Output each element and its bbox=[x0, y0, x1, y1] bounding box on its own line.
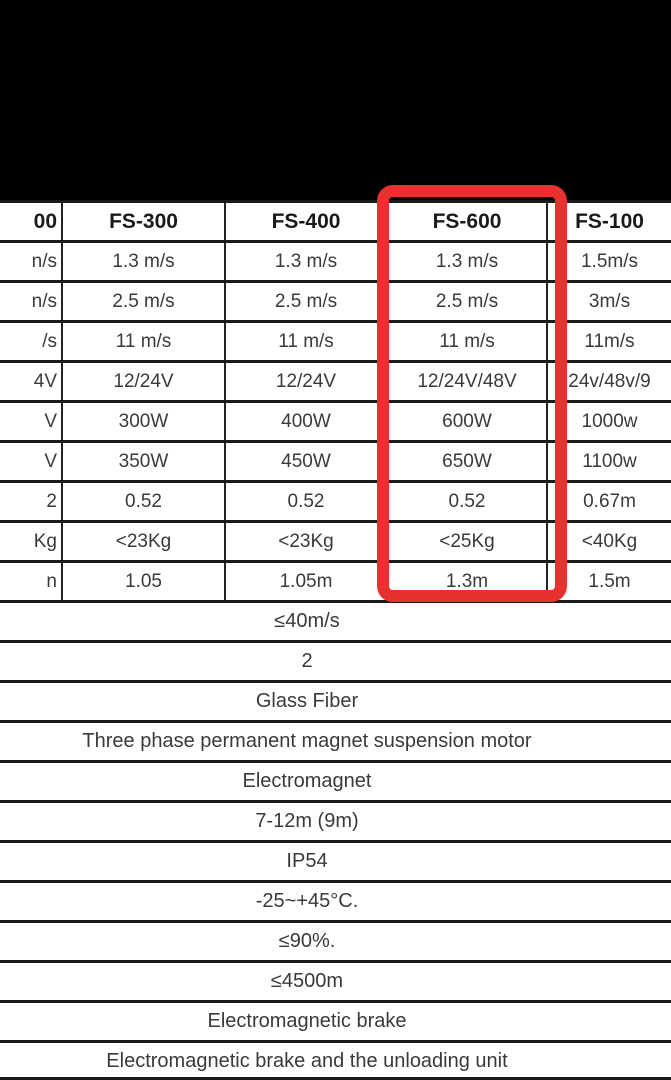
shared-spec-row: -25~+45°C. bbox=[0, 880, 671, 920]
column-header: FS-300 bbox=[63, 203, 226, 240]
shared-spec-row: IP54 bbox=[0, 840, 671, 880]
table-row: 2 0.52 0.52 0.52 0.67m bbox=[0, 480, 671, 520]
table-cell: /s bbox=[0, 323, 63, 360]
column-header: 00 bbox=[0, 203, 63, 240]
column-header: FS-400 bbox=[226, 203, 388, 240]
header-row: 00 FS-300 FS-400 FS-600 FS-100 bbox=[0, 200, 671, 240]
table-cell: 1.3 m/s bbox=[388, 243, 548, 280]
table-cell: 2.5 m/s bbox=[63, 283, 226, 320]
table-cell: 600W bbox=[388, 403, 548, 440]
table-cell: 400W bbox=[226, 403, 388, 440]
shared-spec-row: Glass Fiber bbox=[0, 680, 671, 720]
table-cell: 0.52 bbox=[388, 483, 548, 520]
table-cell: 12/24V/48V bbox=[388, 363, 548, 400]
shared-spec-row: Electromagnet bbox=[0, 760, 671, 800]
table-cell: 1.3m bbox=[388, 563, 548, 600]
table-row: n/s 2.5 m/s 2.5 m/s 2.5 m/s 3m/s bbox=[0, 280, 671, 320]
shared-spec-row: Three phase permanent magnet suspension … bbox=[0, 720, 671, 760]
table-row: /s 11 m/s 11 m/s 11 m/s 11m/s bbox=[0, 320, 671, 360]
table-cell: n/s bbox=[0, 243, 63, 280]
table-cell: 24v/48v/9 bbox=[568, 371, 651, 392]
table-row: Kg <23Kg <23Kg <25Kg <40Kg bbox=[0, 520, 671, 560]
table-cell: 11 m/s bbox=[63, 323, 226, 360]
table-row: 4V 12/24V 12/24V 12/24V/48V 24v/48v/9 bbox=[0, 360, 671, 400]
shared-spec-value: Electromagnetic brake and the unloading … bbox=[106, 1050, 508, 1072]
table-row: n 1.05 1.05m 1.3m 1.5m bbox=[0, 560, 671, 600]
table-cell: V bbox=[0, 403, 63, 440]
table-cell: V bbox=[0, 443, 63, 480]
table-cell: 1000w bbox=[581, 411, 638, 432]
table-row: n/s 1.3 m/s 1.3 m/s 1.3 m/s 1.5m/s bbox=[0, 240, 671, 280]
shared-spec-value: Glass Fiber bbox=[255, 690, 359, 712]
table-cell: 0.67m bbox=[583, 491, 636, 512]
shared-spec-value: ≤4500m bbox=[270, 970, 344, 992]
shared-spec-value: Electromagnet bbox=[242, 770, 372, 792]
black-background-band bbox=[0, 0, 671, 200]
shared-spec-row: 7-12m (9m) bbox=[0, 800, 671, 840]
table-cell: 0.52 bbox=[63, 483, 226, 520]
table-cell: 4V bbox=[0, 363, 63, 400]
table-cell: n bbox=[0, 563, 63, 600]
table-cell: 1.05m bbox=[226, 563, 388, 600]
shared-spec-value: ≤90%. bbox=[278, 930, 336, 952]
shared-spec-value: -25~+45°C. bbox=[255, 890, 359, 912]
shared-spec-row: Electromagnetic brake and the unloading … bbox=[0, 1040, 671, 1080]
table-cell: 350W bbox=[63, 443, 226, 480]
table-cell: 1.3 m/s bbox=[63, 243, 226, 280]
shared-spec-value: Three phase permanent magnet suspension … bbox=[82, 730, 532, 752]
table-row: V 350W 450W 650W 1100w bbox=[0, 440, 671, 480]
table-row: V 300W 400W 600W 1000w bbox=[0, 400, 671, 440]
table-cell: 2 bbox=[0, 483, 63, 520]
table-cell: 1100w bbox=[582, 451, 637, 472]
column-header: FS-100 bbox=[575, 210, 644, 233]
table-cell: 300W bbox=[63, 403, 226, 440]
table-cell: n/s bbox=[0, 283, 63, 320]
table-cell: <23Kg bbox=[226, 523, 388, 560]
table-cell: 450W bbox=[226, 443, 388, 480]
table-cell: 1.5m/s bbox=[580, 251, 639, 272]
table-cell: 3m/s bbox=[588, 291, 631, 312]
table-cell: 2.5 m/s bbox=[388, 283, 548, 320]
table-cell: 650W bbox=[388, 443, 548, 480]
table-cell: <23Kg bbox=[63, 523, 226, 560]
shared-spec-row: ≤90%. bbox=[0, 920, 671, 960]
table-cell: 11 m/s bbox=[388, 323, 548, 360]
shared-spec-value: 2 bbox=[301, 650, 313, 672]
column-header: FS-600 bbox=[388, 203, 548, 240]
shared-spec-row: ≤4500m bbox=[0, 960, 671, 1000]
table-bottom-border bbox=[0, 1077, 671, 1080]
table-cell: 0.52 bbox=[226, 483, 388, 520]
table-cell: 1.5m bbox=[588, 571, 631, 592]
shared-spec-row: ≤40m/s bbox=[0, 600, 671, 640]
table-cell: 1.3 m/s bbox=[226, 243, 388, 280]
shared-spec-row: Electromagnetic brake bbox=[0, 1000, 671, 1040]
shared-spec-row: 2 bbox=[0, 640, 671, 680]
table-cell: 2.5 m/s bbox=[226, 283, 388, 320]
table-cell: 11 m/s bbox=[226, 323, 388, 360]
table-cell: <40Kg bbox=[581, 531, 638, 552]
table-cell: 11m/s bbox=[584, 331, 635, 352]
table-cell: Kg bbox=[0, 523, 63, 560]
shared-spec-value: Electromagnetic brake bbox=[207, 1010, 407, 1032]
table-cell: <25Kg bbox=[388, 523, 548, 560]
table-cell: 12/24V bbox=[63, 363, 226, 400]
shared-spec-value: 7-12m (9m) bbox=[255, 810, 359, 832]
table-cell: 1.05 bbox=[63, 563, 226, 600]
shared-spec-value: IP54 bbox=[286, 850, 328, 872]
table-cell: 12/24V bbox=[226, 363, 388, 400]
shared-spec-value: ≤40m/s bbox=[274, 610, 340, 632]
